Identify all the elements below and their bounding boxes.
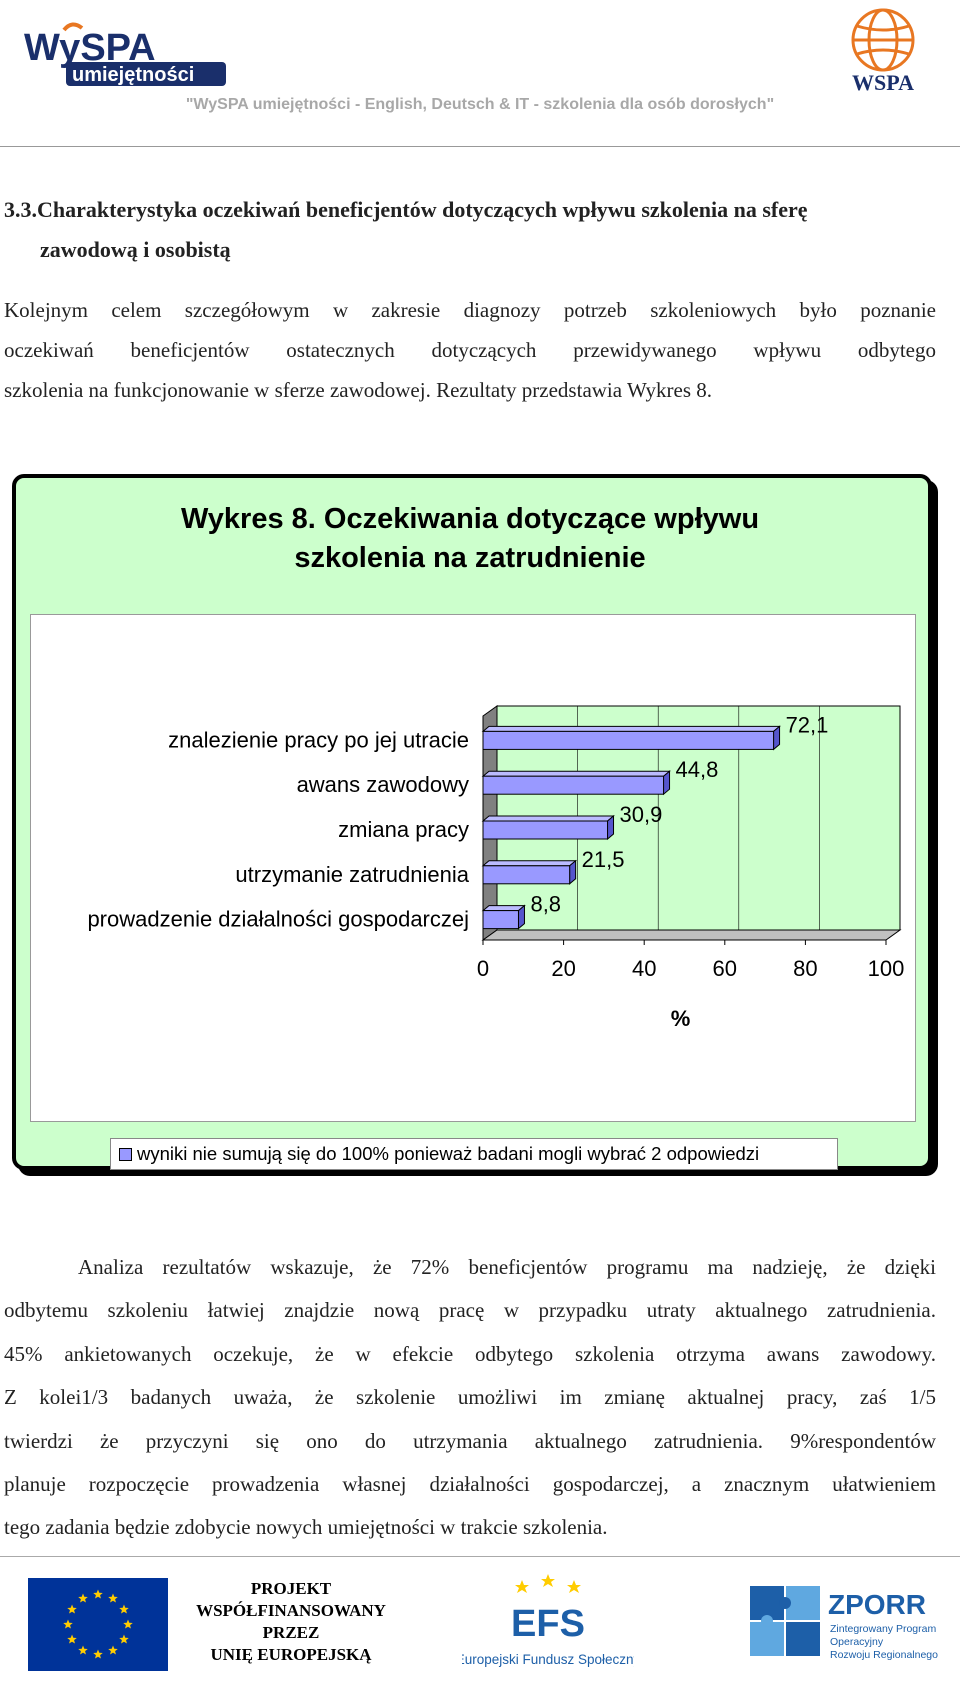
section-heading: 3.3.Charakterystyka oczekiwań beneficjen…: [4, 190, 944, 270]
efs-caption: Europejski Fundusz Społeczny: [462, 1652, 634, 1667]
bar: [482, 820, 609, 840]
intro-line: Kolejnym celem szczegółowym w zakresie d…: [4, 298, 936, 322]
category-label: utrzymanie zatrudnienia: [235, 862, 469, 887]
eu-star-icon: [108, 1593, 118, 1603]
analysis-line: Analiza rezultatów wskazuje, że 72% bene…: [78, 1255, 936, 1279]
x-tick-label: 0: [477, 956, 489, 981]
bar-top-face: [481, 905, 526, 912]
analysis-line: Z kolei1/3 badanych uważa, że szkolenie …: [4, 1385, 936, 1410]
chart-legend: wyniki nie sumują się do 100% ponieważ b…: [110, 1138, 838, 1170]
intro-line: szkolenia na funkcjonowanie w sferze zaw…: [4, 378, 713, 402]
x-tick-label: 20: [551, 956, 575, 981]
zporr-caption-line: Operacyjny: [830, 1636, 884, 1648]
analysis-paragraph: Analiza rezultatów wskazuje, że 72% bene…: [4, 1246, 936, 1550]
project-line: PROJEKT: [250, 1579, 332, 1598]
legend-swatch: [119, 1147, 132, 1161]
legend-text: wyniki nie sumują się do 100% ponieważ b…: [137, 1143, 760, 1164]
section-heading-line-1: 3.3.Charakterystyka oczekiwań beneficjen…: [4, 197, 808, 222]
category-label: awans zawodowy: [297, 772, 469, 797]
zporr-logo: ZPORR Zintegrowany Program Operacyjny Ro…: [750, 1586, 938, 1661]
eu-star-icon: [67, 1604, 77, 1614]
chart-floor: [481, 929, 902, 941]
wspa-globe-logo: WSPA: [851, 8, 915, 95]
eu-star-icon: [67, 1634, 77, 1644]
zporr-caption-line: Rozwoju Regionalnego: [830, 1649, 938, 1661]
project-cofinanced-text: PROJEKT WSPÓŁFINANSOWANY PRZEZ UNIĘ EURO…: [176, 1578, 406, 1666]
eu-star-icon: [78, 1593, 88, 1603]
data-label: 44,8: [676, 757, 719, 782]
bar: [482, 775, 665, 795]
analysis-line: tego zadania będzie zdobycie nowych umie…: [4, 1515, 608, 1540]
eu-star-icon: [78, 1645, 88, 1655]
eu-star-icon: [108, 1645, 118, 1655]
wyspa-logo-banner: [66, 62, 226, 86]
intro-paragraph: Kolejnym celem szczegółowym w zakresie d…: [4, 290, 936, 410]
efs-logo: EFS Europejski Fundusz Społeczny: [462, 1574, 634, 1667]
bar: [482, 910, 519, 930]
analysis-line: planuje rozpoczęcie prowadzenia własnej …: [4, 1472, 936, 1497]
chart-title: Wykres 8. Oczekiwania dotyczące wpływu s…: [0, 500, 940, 578]
puzzle-icon: [750, 1586, 820, 1656]
footer-divider: [0, 1556, 960, 1557]
efs-stars-icon: [515, 1574, 581, 1593]
eu-star-icon: [119, 1634, 129, 1644]
project-line: WSPÓŁFINANSOWANY: [196, 1601, 386, 1620]
project-line: UNIĘ EUROPEJSKĄ: [210, 1645, 372, 1664]
intro-line: oczekiwań beneficjentów ostatecznych dot…: [4, 338, 936, 362]
bar-top-face: [481, 860, 578, 867]
efs-wordmark: EFS: [511, 1603, 585, 1645]
x-axis-title: %: [671, 1006, 691, 1031]
header-divider: [0, 146, 960, 147]
data-label: 30,9: [620, 802, 663, 827]
wyspa-logo: WySPA umiejętności: [24, 22, 226, 86]
data-label: 8,8: [530, 892, 561, 917]
eu-star-icon: [119, 1604, 129, 1614]
eu-star-icon: [93, 1649, 103, 1659]
header-tagline: "WySPA umiejętności - English, Deutsch &…: [185, 96, 775, 113]
bar: [482, 730, 775, 750]
bar: [482, 865, 571, 885]
x-tick-label: 80: [793, 956, 817, 981]
bar-top-face: [481, 770, 671, 777]
category-label: prowadzenie działalności gospodarczej: [87, 907, 469, 932]
eu-star-icon: [123, 1619, 133, 1629]
x-tick-label: 100: [868, 956, 905, 981]
x-tick-label: 40: [632, 956, 656, 981]
section-heading-line-2: zawodową i osobistą: [40, 237, 231, 262]
chart-title-line-2: szkolenia na zatrudnienie: [294, 542, 646, 574]
bar-top-face: [481, 815, 615, 822]
wyspa-logo-subtext: umiejętności: [72, 64, 194, 86]
x-tick-label: 60: [713, 956, 737, 981]
data-label: 21,5: [582, 847, 625, 872]
eu-star-icon: [63, 1619, 73, 1629]
category-label: zmiana pracy: [338, 817, 469, 842]
eu-star-icon: [93, 1589, 103, 1599]
bar-top-face: [481, 725, 781, 732]
zporr-caption-line: Zintegrowany Program: [830, 1623, 936, 1635]
analysis-line: 45% ankietowanych oczekuje, że w efekcie…: [4, 1341, 936, 1366]
globe-icon: [851, 8, 915, 72]
eu-flag-icon: [28, 1578, 168, 1671]
analysis-line: odbytemu szkoleniu łatwiej znajdzie nową…: [4, 1298, 936, 1323]
analysis-line: twierdzi że przyczyni się ono do utrzyma…: [4, 1428, 936, 1453]
chart-title-line-1: Wykres 8. Oczekiwania dotyczące wpływu: [180, 503, 760, 535]
zporr-wordmark: ZPORR: [828, 1589, 926, 1620]
project-line: PRZEZ: [262, 1623, 320, 1642]
category-label: znalezienie pracy po jej utracie: [168, 727, 469, 752]
wspa-logo-text: WSPA: [852, 70, 914, 95]
data-label: 72,1: [786, 712, 829, 737]
